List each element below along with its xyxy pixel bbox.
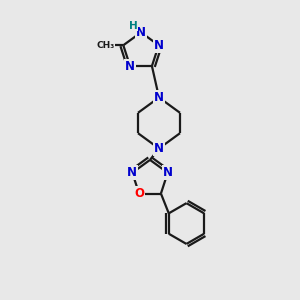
Text: N: N (154, 91, 164, 104)
Text: O: O (134, 187, 144, 200)
Text: N: N (127, 166, 137, 179)
Text: N: N (163, 166, 173, 179)
Text: N: N (154, 39, 164, 52)
Text: H: H (128, 21, 137, 31)
Text: N: N (154, 142, 164, 155)
Text: N: N (136, 26, 146, 39)
Text: N: N (125, 59, 135, 73)
Text: CH₃: CH₃ (96, 41, 114, 50)
